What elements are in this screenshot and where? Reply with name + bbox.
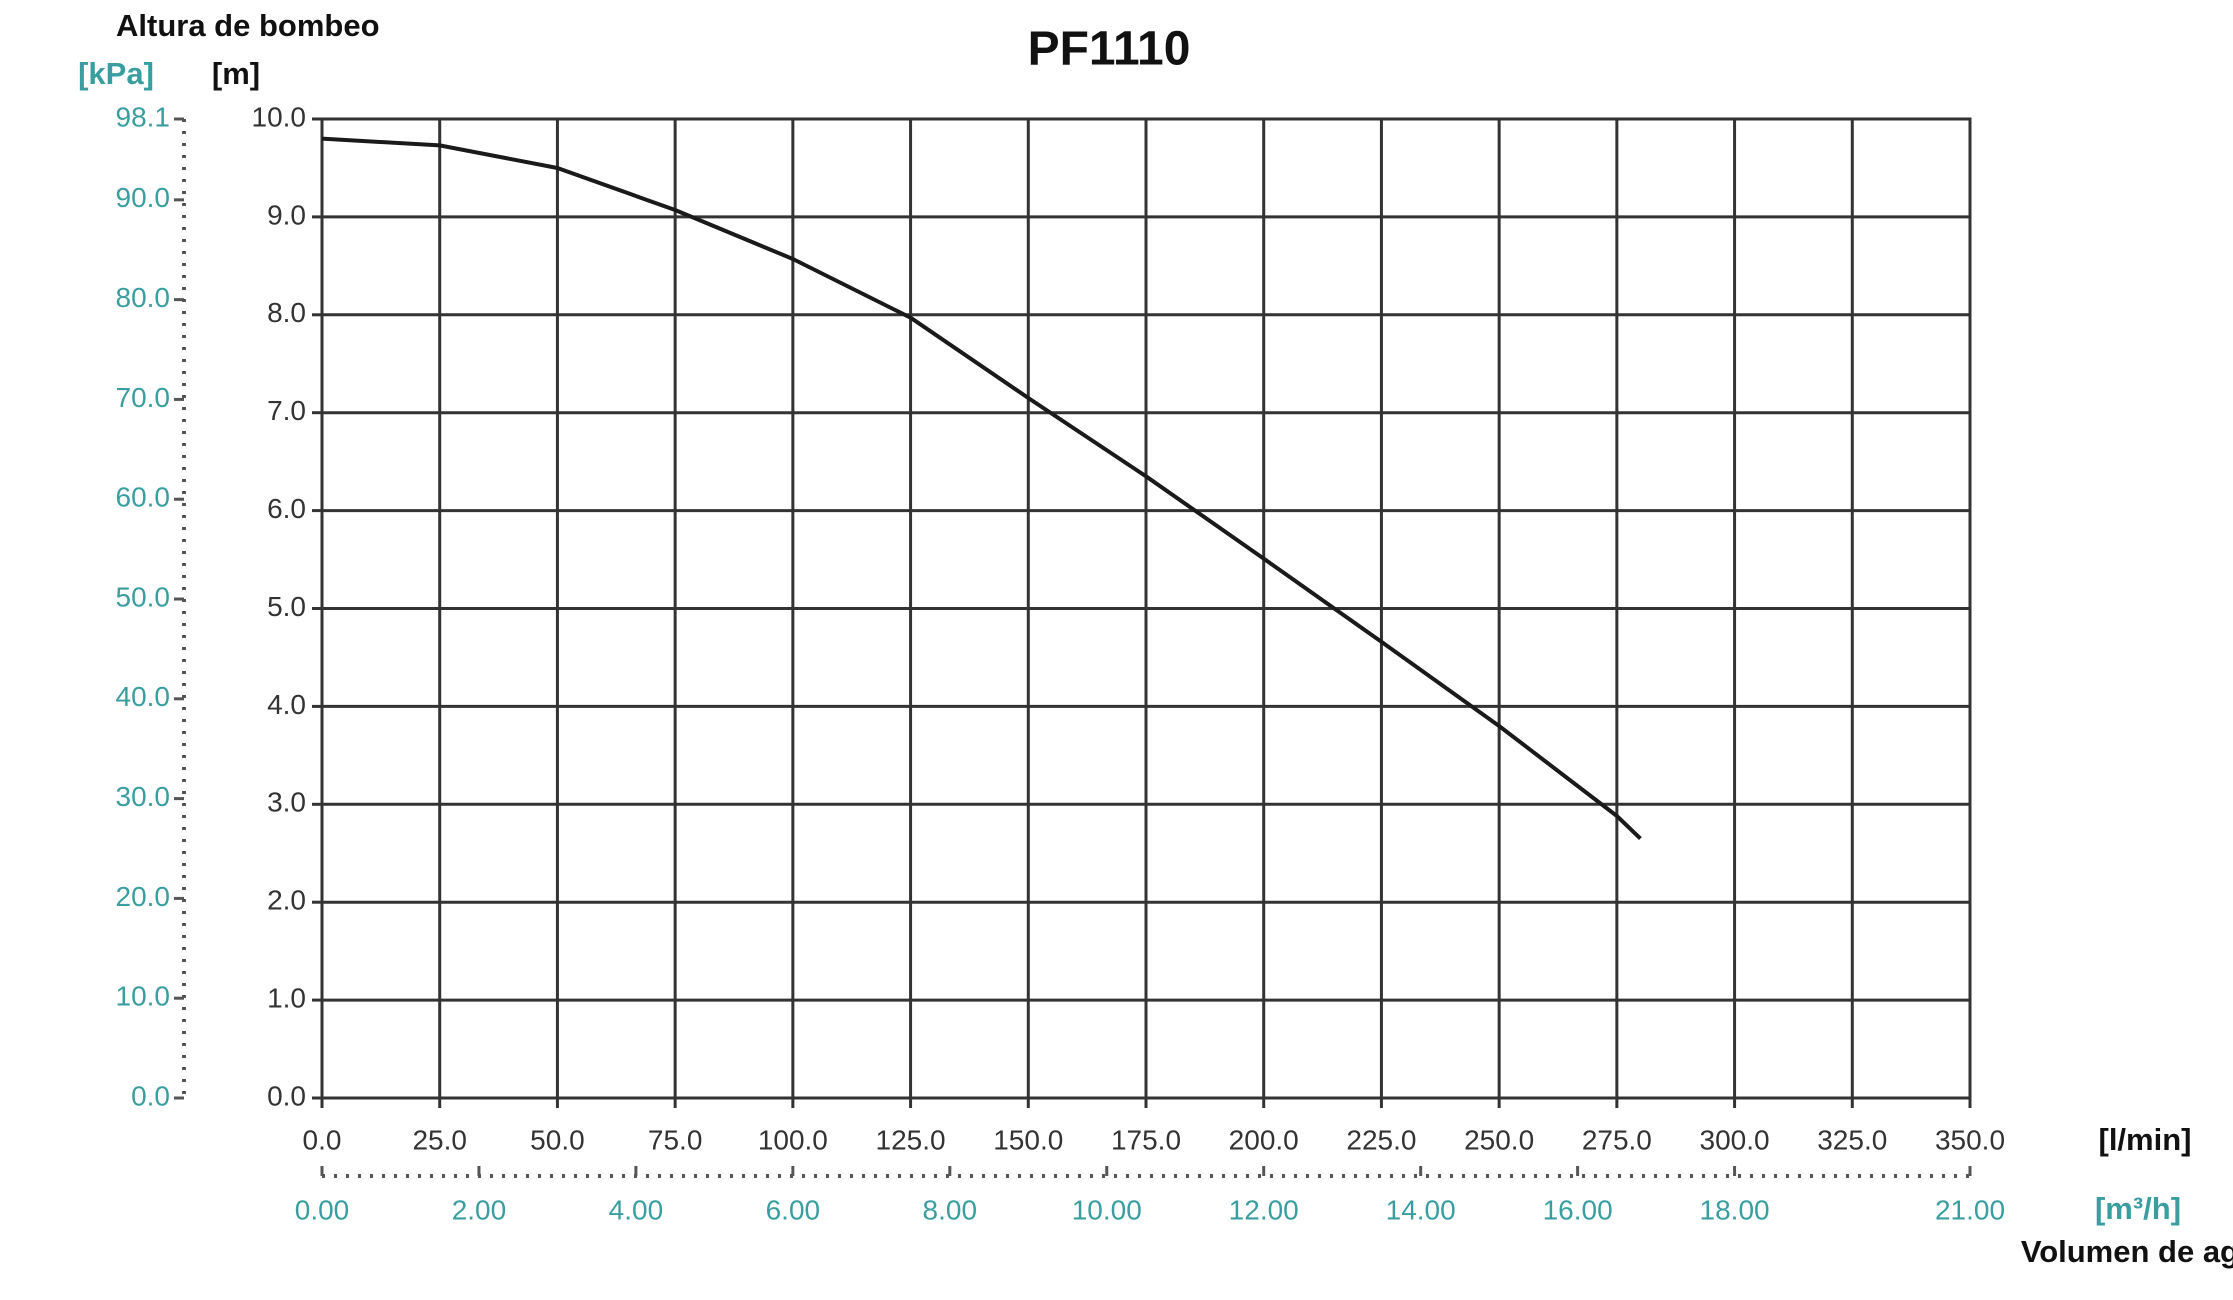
y-unit: [m] — [212, 56, 260, 91]
y2-tick-label: 98.1 — [116, 101, 171, 132]
x-tick-label: 25.0 — [412, 1124, 467, 1155]
chart-title: PF1110 — [1028, 23, 1191, 76]
y2-tick-label: 90.0 — [116, 182, 171, 213]
x-tick-label: 50.0 — [530, 1124, 585, 1155]
y-tick-label: 0.0 — [267, 1080, 306, 1111]
x2-tick-label: 0.00 — [295, 1194, 350, 1225]
x2-tick-label: 18.00 — [1700, 1194, 1770, 1225]
y-tick-label: 7.0 — [267, 395, 306, 426]
x-axis-label: Volumen de agua — [2021, 1234, 2233, 1269]
y-tick-label: 1.0 — [267, 982, 306, 1013]
y-tick-label: 4.0 — [267, 689, 306, 720]
y-tick-label: 3.0 — [267, 787, 306, 818]
x2-tick-label: 6.00 — [766, 1194, 821, 1225]
y2-tick-label: 50.0 — [116, 581, 171, 612]
x2-tick-label: 10.00 — [1072, 1194, 1142, 1225]
x-tick-label: 0.0 — [303, 1124, 342, 1155]
y2-tick-label: 40.0 — [116, 681, 171, 712]
data-line — [321, 136, 1642, 841]
y2-tick-label: 60.0 — [116, 482, 171, 513]
y2-tick-label: 30.0 — [116, 781, 171, 812]
x2-tick-label: 4.00 — [609, 1194, 664, 1225]
y-tick-label: 5.0 — [267, 591, 306, 622]
y-tick-label: 8.0 — [267, 297, 306, 328]
x-tick-label: 125.0 — [876, 1124, 946, 1155]
x-tick-label: 100.0 — [758, 1124, 828, 1155]
y-axis-label: Altura de bombeo — [116, 8, 380, 43]
x2-tick-label: 21.00 — [1935, 1194, 2005, 1225]
x-tick-label: 350.0 — [1935, 1124, 2005, 1155]
y2-tick-label: 0.0 — [131, 1080, 170, 1111]
y2-tick-label: 70.0 — [116, 382, 171, 413]
y-tick-label: 6.0 — [267, 493, 306, 524]
y2-tick-label: 10.0 — [116, 981, 171, 1012]
x-tick-label: 250.0 — [1464, 1124, 1534, 1155]
y2-unit: [kPa] — [78, 56, 154, 91]
x-unit: [l/min] — [2099, 1122, 2192, 1157]
x-tick-label: 175.0 — [1111, 1124, 1181, 1155]
x2-tick-label: 8.00 — [923, 1194, 978, 1225]
y-tick-label: 9.0 — [267, 199, 306, 230]
x-tick-label: 200.0 — [1229, 1124, 1299, 1155]
x-tick-label: 75.0 — [648, 1124, 703, 1155]
x2-unit: [m³/h] — [2095, 1191, 2181, 1226]
x-tick-label: 150.0 — [993, 1124, 1063, 1155]
y-tick-label: 2.0 — [267, 885, 306, 916]
x-tick-label: 275.0 — [1582, 1124, 1652, 1155]
y2-tick-label: 20.0 — [116, 881, 171, 912]
plot-frame — [320, 117, 1972, 1100]
x-tick-label: 225.0 — [1346, 1124, 1416, 1155]
x2-tick-label: 12.00 — [1229, 1194, 1299, 1225]
x2-tick-label: 2.00 — [452, 1194, 507, 1225]
y2-tick-label: 80.0 — [116, 282, 171, 313]
x-tick-label: 325.0 — [1817, 1124, 1887, 1155]
y-tick-label: 10.0 — [252, 101, 307, 132]
x-tick-label: 300.0 — [1700, 1124, 1770, 1155]
x2-tick-label: 14.00 — [1386, 1194, 1456, 1225]
x2-tick-label: 16.00 — [1543, 1194, 1613, 1225]
